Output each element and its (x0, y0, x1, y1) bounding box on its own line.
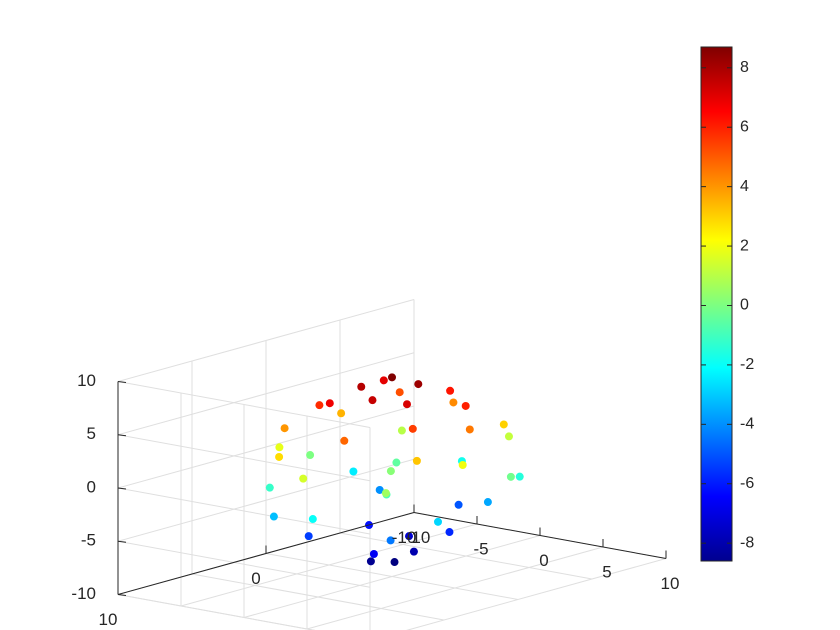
scatter-point (504, 432, 513, 441)
scatter-point (306, 451, 315, 460)
z-tick-label: 5 (87, 424, 96, 443)
scatter-point (299, 474, 308, 483)
x-tick-label: -10 (406, 528, 431, 547)
scatter-point (280, 424, 289, 433)
scatter-point (275, 452, 284, 461)
z-tick-label: -10 (71, 584, 96, 603)
colorbar-tick-label: -2 (740, 356, 754, 373)
x-tick-label: 5 (602, 562, 611, 581)
grid-line (117, 352, 415, 436)
scatter-point (390, 558, 399, 567)
z-tick-mark (117, 540, 127, 543)
x-tick-label: 10 (661, 574, 680, 593)
y-tick-label: 0 (251, 569, 260, 588)
scatter-point (414, 380, 423, 389)
scatter-point (409, 547, 418, 556)
z-tick-mark (117, 594, 127, 596)
scatter-point (375, 485, 384, 494)
scatter-point (392, 458, 401, 467)
grid-line (265, 553, 519, 600)
grid-line (117, 487, 371, 535)
scatter-point (381, 489, 390, 498)
scatter-point (458, 461, 467, 470)
scatter-point (308, 515, 317, 524)
scatter-point (499, 420, 508, 429)
scatter-point (369, 549, 378, 558)
scatter-points (265, 373, 524, 567)
x-tick-label: -5 (473, 539, 488, 558)
grid-line (117, 434, 371, 482)
scatter-point (408, 424, 417, 433)
y-tick-label: 10 (99, 610, 118, 629)
scatter-point (465, 425, 474, 434)
colorbar: 8 6 4 2 0 -2 -4 -6 -8 (700, 46, 754, 562)
scatter-point (506, 472, 515, 481)
scatter-point (461, 401, 470, 410)
colorbar-tick-label: -6 (740, 475, 754, 492)
grid-line (406, 558, 667, 630)
scatter-point (403, 400, 411, 409)
scatter-point (386, 536, 395, 545)
z-tick-mark (117, 381, 127, 383)
scatter-point (395, 388, 404, 397)
x-tick-label: 0 (539, 551, 548, 570)
colorbar-tick-label: 8 (740, 59, 749, 76)
grid-line (117, 540, 371, 588)
scatter-point (368, 396, 377, 405)
scatter-point (325, 399, 334, 408)
colorbar-tick-label: -4 (740, 416, 754, 433)
scatter-point (434, 517, 442, 526)
grid-line (117, 381, 371, 428)
scatter-point (454, 500, 463, 509)
colorbar-tick-label: 4 (740, 178, 749, 195)
scatter-point (269, 512, 278, 521)
scatter-point (275, 443, 284, 452)
scatter-point (265, 483, 274, 492)
grid-line (191, 573, 445, 621)
scatter-point (386, 467, 395, 476)
scatter-point (357, 382, 366, 391)
scatter-point (446, 386, 455, 395)
grid-line (117, 405, 415, 489)
z-tick-label: 0 (87, 477, 96, 496)
colorbar-tick-label: 0 (740, 297, 749, 314)
scatter-point (379, 376, 388, 385)
z-tick-mark (117, 434, 127, 437)
scatter-point (349, 467, 358, 476)
colorbar-tick-label: 6 (740, 118, 749, 135)
z-tick-label: 10 (77, 371, 96, 390)
grid-line (117, 594, 316, 630)
colorbar-gradient (700, 46, 733, 562)
scatter-point (405, 532, 413, 541)
scatter-point (304, 532, 313, 541)
z-tick-label: -5 (81, 531, 96, 550)
scatter-point (340, 436, 349, 445)
axes-grid (117, 299, 667, 630)
scatter-point (412, 456, 421, 465)
scatter-point (397, 426, 406, 435)
grid-line (117, 299, 415, 382)
scatter-point (449, 398, 458, 407)
colorbar-tick-label: 2 (740, 237, 749, 254)
scatter-point (483, 498, 492, 507)
grid-line (117, 458, 415, 542)
grid-line (339, 532, 593, 580)
scatter-point (337, 409, 346, 418)
colorbar-tick-label: -8 (740, 534, 754, 551)
scatter-point (388, 373, 396, 382)
z-tick-mark (117, 487, 127, 490)
scatter-point (445, 528, 454, 537)
scatter-point (315, 401, 324, 410)
colorbar-ticks: 8 6 4 2 0 -2 -4 -6 -8 (701, 59, 754, 551)
scatter-point (515, 472, 524, 481)
y-tick-label: -10 (392, 528, 417, 547)
scatter-point (366, 557, 375, 566)
